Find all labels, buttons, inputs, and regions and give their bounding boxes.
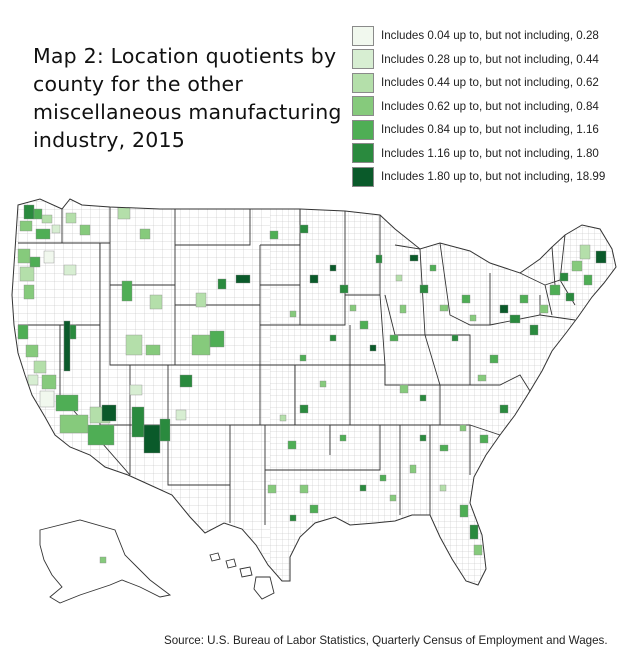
legend-item-7: Includes 1.80 up to, but not including, … [352,165,638,189]
legend-item-6: Includes 1.16 up to, but not including, … [352,142,638,166]
legend-label-6: Includes 1.16 up to, but not including, … [381,146,599,160]
map-legend: Includes 0.04 up to, but not including, … [352,24,638,189]
legend-item-5: Includes 0.84 up to, but not including, … [352,118,638,142]
alaska [39,519,172,604]
legend-label-3: Includes 0.44 up to, but not including, … [381,76,599,90]
county-choropleth-map [11,198,617,604]
legend-label-5: Includes 0.84 up to, but not including, … [381,123,599,137]
county-fills [17,204,607,556]
legend-label-1: Includes 0.04 up to, but not including, … [381,29,599,43]
legend-swatch-6 [352,143,374,164]
legend-label-4: Includes 0.62 up to, but not including, … [381,99,599,113]
hawaii [209,552,275,600]
legend-swatch-7 [352,166,374,187]
legend-swatch-3 [352,72,374,93]
source-note: Source: U.S. Bureau of Labor Statistics,… [164,634,608,647]
legend-item-2: Includes 0.28 up to, but not including, … [352,48,638,72]
legend-swatch-5 [352,119,374,140]
legend-label-7: Includes 1.80 up to, but not including, … [381,170,606,184]
legend-swatch-1 [352,25,374,46]
map-title: Map 2: Location quotients by county for … [33,44,342,152]
legend-item-3: Includes 0.44 up to, but not including, … [352,71,638,95]
legend-label-2: Includes 0.28 up to, but not including, … [381,52,599,66]
legend-swatch-2 [352,49,374,70]
legend-swatch-4 [352,96,374,117]
legend-item-4: Includes 0.62 up to, but not including, … [352,95,638,119]
legend-item-1: Includes 0.04 up to, but not including, … [352,24,638,48]
